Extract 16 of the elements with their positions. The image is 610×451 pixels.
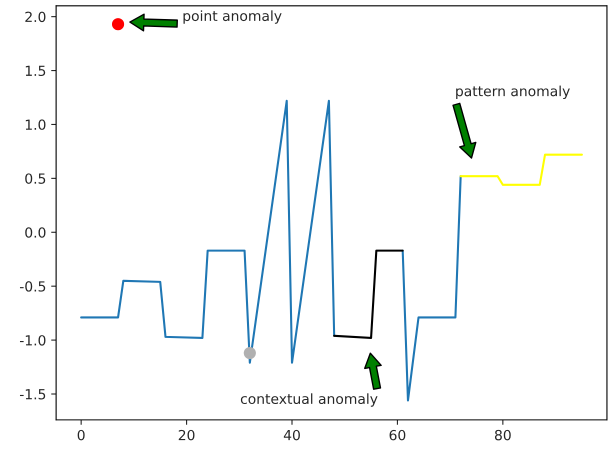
y-tick-label: -1.0 — [20, 335, 46, 346]
x-tick-label: 40 — [284, 430, 300, 440]
y-tick-label: 1.0 — [26, 119, 46, 130]
y-tick-label: -1.5 — [20, 389, 46, 400]
x-tick-label: 60 — [390, 430, 406, 440]
annotation: pattern anomaly — [456, 86, 570, 100]
y-tick-label: -0.5 — [20, 281, 46, 292]
y-tick-label: 2.0 — [25, 12, 46, 22]
annotation: point anomaly — [184, 10, 282, 24]
y-tick-label: 0.0 — [25, 227, 46, 238]
y-tick-label: 0.5 — [25, 173, 46, 184]
x-tick-label: 0 — [78, 430, 85, 440]
x-tick-label: 20 — [178, 430, 194, 440]
y-tick-label: 1.5 — [26, 66, 46, 76]
annotation: contextual anomaly — [240, 393, 378, 407]
x-tick-label: 80 — [494, 430, 511, 440]
